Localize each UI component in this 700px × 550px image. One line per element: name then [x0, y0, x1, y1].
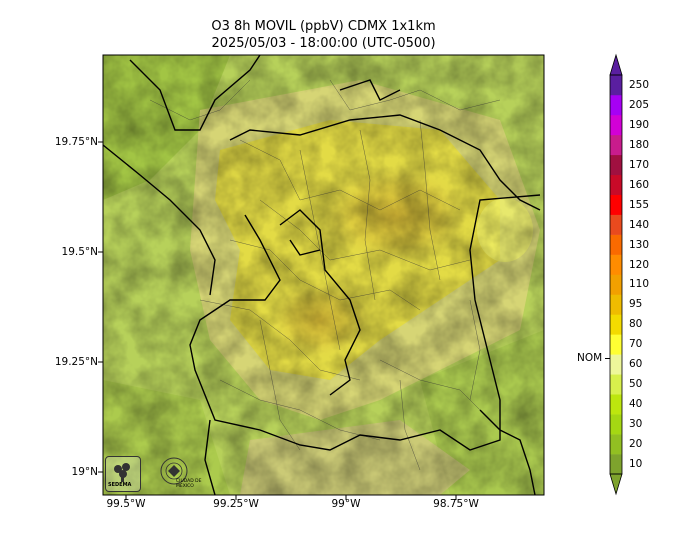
colorbar-tick-label: 190: [629, 118, 650, 131]
colorbar-tick-label: 180: [629, 138, 650, 151]
colorbar-tick-label: 205: [629, 98, 650, 111]
colorbar-segment: [610, 94, 622, 116]
colorbar-tick-label: 120: [629, 258, 650, 271]
colorbar: [609, 53, 623, 496]
municipal-boundaries: [149, 79, 501, 471]
lat-label-19-5: 19.5°N: [61, 246, 98, 258]
colorbar-segment: [610, 194, 622, 215]
sedema-logo-icon: [114, 463, 130, 482]
colorbar-segment: [610, 274, 622, 295]
map-panel: [103, 55, 544, 495]
nom-reference-tick: [605, 358, 610, 359]
chart-subtitle: 2025/05/03 - 18:00:00 (UTC-0500): [211, 36, 436, 51]
chart-title: O3 8h MOVIL (ppbV) CDMX 1x1km: [211, 19, 436, 34]
colorbar-tick-label: 160: [629, 178, 650, 191]
colorbar-tick-label: 80: [629, 318, 643, 331]
colorbar-tick-label: 140: [629, 218, 650, 231]
colorbar-tick-label: 250: [629, 78, 650, 91]
lon-label-98-75: 98.75°W: [433, 498, 479, 510]
sedema-logo-text: SEDEMA: [108, 482, 132, 488]
colorbar-segment: [610, 75, 622, 96]
colorbar-segment: [610, 394, 622, 415]
colorbar-segment: [610, 214, 622, 235]
colorbar-segment: [610, 154, 622, 176]
lat-label-19-25: 19.25°N: [54, 356, 98, 368]
colorbar-segment: [610, 414, 622, 435]
colorbar-segment: [610, 354, 622, 375]
cdmx-seal: CIUDAD DE MÉXICO: [156, 455, 212, 491]
colorbar-tick-label: 95: [629, 298, 643, 311]
colorbar-segment: [610, 434, 622, 455]
axis-ticks: [98, 141, 457, 500]
colorbar-segment: [610, 134, 622, 156]
nom-reference-label: NOM: [577, 352, 603, 364]
colorbar-segment: [610, 234, 622, 255]
colorbar-segment: [610, 294, 622, 315]
colorbar-extend-max: [609, 53, 623, 76]
colorbar-tick-label: 50: [629, 378, 643, 391]
colorbar-segment: [610, 374, 622, 395]
terrain-relief: [103, 55, 544, 495]
sedema-logo: SEDEMA: [105, 456, 141, 492]
lon-label-99-5: 99.5°W: [106, 498, 146, 510]
colorbar-tick-label: 60: [629, 358, 643, 371]
colorbar-tick-label: 155: [629, 198, 650, 211]
colorbar-tick-label: 110: [629, 278, 650, 291]
colorbar-segment: [610, 114, 622, 136]
colorbar-frame: [609, 74, 623, 475]
colorbar-segment: [610, 314, 622, 335]
lat-label-19: 19°N: [71, 466, 98, 478]
colorbar-segment: [610, 454, 622, 475]
lon-label-99: 99°W: [331, 498, 361, 510]
colorbar-segment: [610, 334, 622, 355]
colorbar-extend-min: [609, 473, 623, 496]
colorbar-tick-label: 30: [629, 418, 643, 431]
cdmx-seal-icon: [160, 457, 188, 485]
lat-label-19-75: 19.75°N: [54, 136, 98, 148]
lon-label-99-25: 99.25°W: [213, 498, 259, 510]
colorbar-tick-label: 130: [629, 238, 650, 251]
map-frame: [102, 54, 545, 496]
colorbar-tick-label: 70: [629, 338, 643, 351]
state-boundaries: [103, 55, 541, 495]
colorbar-tick-label: 20: [629, 438, 643, 451]
cdmx-seal-text: CIUDAD DE MÉXICO: [176, 479, 202, 489]
colorbar-segment: [610, 174, 622, 195]
colorbar-segment: [610, 254, 622, 275]
colorbar-tick-label: 40: [629, 398, 643, 411]
colorbar-tick-label: 170: [629, 158, 650, 171]
colorbar-tick-label: 10: [629, 458, 643, 471]
